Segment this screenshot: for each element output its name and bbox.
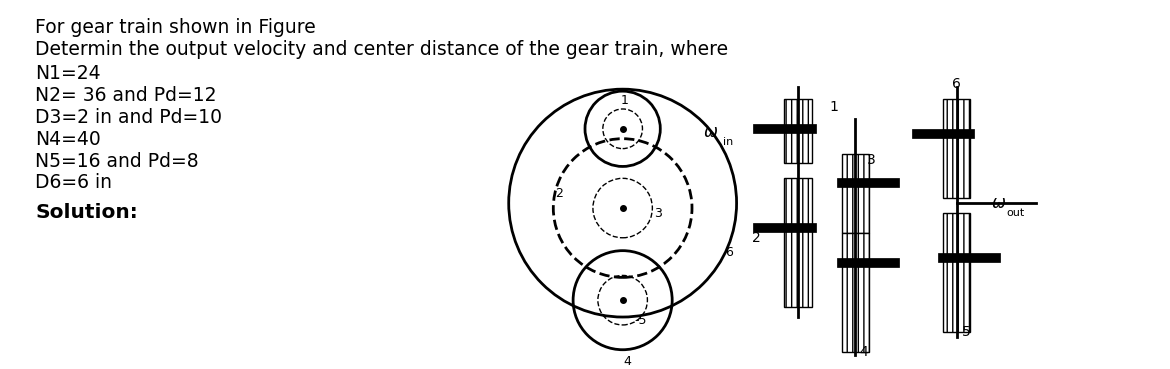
- Text: $\omega$: $\omega$: [702, 123, 717, 141]
- Bar: [784, 178, 812, 307]
- Text: D3=2 in and Pd=10: D3=2 in and Pd=10: [35, 108, 222, 127]
- Text: in: in: [723, 137, 734, 147]
- Text: For gear train shown in Figure: For gear train shown in Figure: [35, 18, 316, 37]
- Text: 4: 4: [860, 345, 868, 359]
- Text: out: out: [1006, 208, 1024, 218]
- Text: -5: -5: [634, 314, 647, 327]
- Bar: [784, 99, 812, 163]
- Text: 6: 6: [952, 77, 961, 91]
- Bar: [841, 154, 869, 233]
- Text: Solution:: Solution:: [35, 203, 138, 222]
- Text: 2: 2: [556, 187, 563, 200]
- Text: Determin the output velocity and center distance of the gear train, where: Determin the output velocity and center …: [35, 39, 728, 59]
- Bar: [943, 213, 970, 332]
- Text: 3: 3: [867, 154, 876, 168]
- Bar: [841, 233, 869, 352]
- Text: 4: 4: [624, 355, 632, 368]
- Text: 2: 2: [751, 231, 760, 245]
- Text: 1: 1: [830, 100, 839, 114]
- Text: 3: 3: [654, 207, 662, 220]
- Text: 5: 5: [962, 325, 970, 339]
- Text: $\omega$: $\omega$: [991, 194, 1006, 212]
- Text: 1: 1: [621, 94, 628, 107]
- Bar: [943, 99, 970, 198]
- Text: 6: 6: [724, 246, 732, 259]
- Text: N4=40: N4=40: [35, 130, 101, 149]
- Text: N2= 36 and Pd=12: N2= 36 and Pd=12: [35, 86, 216, 105]
- Text: N1=24: N1=24: [35, 65, 101, 83]
- Text: D6=6 in: D6=6 in: [35, 173, 112, 192]
- Text: N5=16 and Pd=8: N5=16 and Pd=8: [35, 152, 199, 170]
